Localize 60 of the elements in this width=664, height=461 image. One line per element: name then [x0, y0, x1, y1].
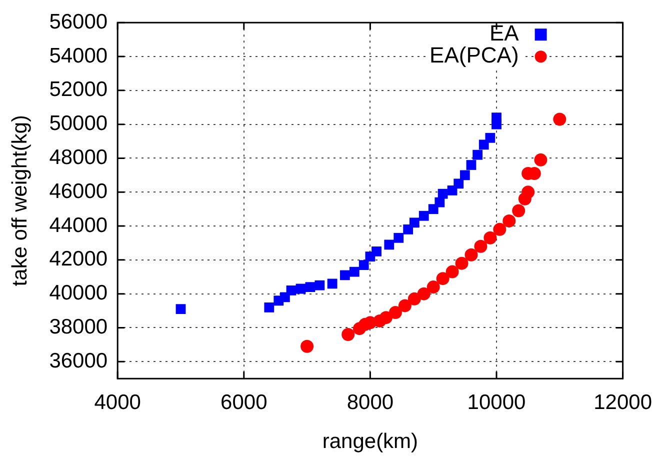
y-tick-label: 36000 [49, 349, 108, 372]
x-axis-title: range(km) [322, 430, 418, 454]
point [426, 280, 440, 294]
point [455, 256, 468, 270]
point [454, 178, 464, 189]
y-tick-label: 52000 [49, 78, 108, 102]
point [492, 112, 502, 122]
point [522, 186, 535, 199]
point [464, 248, 478, 262]
point [358, 260, 369, 270]
point [460, 170, 470, 180]
point [446, 265, 459, 278]
point [409, 218, 420, 228]
y-tick-label: 56000 [49, 10, 108, 34]
x-tick-label: 8000 [346, 390, 394, 414]
y-tick-label: 40000 [49, 282, 108, 305]
point [493, 222, 506, 236]
point [342, 328, 355, 342]
point [484, 231, 497, 244]
x-tick-label: 12000 [594, 390, 652, 414]
point [176, 304, 186, 314]
point [398, 299, 412, 312]
point [408, 292, 421, 306]
x-tick-label: 10000 [467, 390, 526, 414]
point [372, 246, 382, 256]
point [305, 282, 316, 292]
y-axis-title: take off weight(kg) [8, 115, 32, 286]
point [349, 266, 360, 277]
point [379, 311, 392, 324]
y-tick-label: 42000 [49, 248, 108, 271]
point [418, 210, 429, 221]
x-tick-label: 4000 [94, 390, 141, 414]
point [296, 284, 306, 294]
y-tick-label: 44000 [49, 214, 108, 237]
point [512, 204, 526, 218]
point [314, 280, 325, 290]
point [340, 270, 350, 280]
point [436, 272, 450, 286]
y-tick-label: 50000 [49, 112, 108, 136]
y-tick-label: 48000 [49, 146, 108, 170]
point [474, 240, 488, 253]
point [502, 214, 516, 228]
point [485, 132, 496, 143]
point [534, 153, 548, 166]
point [388, 306, 402, 319]
point [384, 240, 394, 250]
point [466, 160, 476, 170]
y-tick-label: 54000 [49, 44, 108, 68]
point [394, 232, 404, 243]
point [327, 278, 338, 289]
y-tick-label: 46000 [49, 180, 108, 203]
point [300, 340, 314, 353]
x-tick-label: 6000 [220, 390, 268, 414]
point [438, 188, 448, 199]
y-tick-label: 38000 [49, 316, 108, 339]
point [417, 287, 430, 300]
point [286, 286, 296, 296]
point [472, 150, 483, 160]
point [553, 112, 566, 126]
point [264, 302, 274, 312]
